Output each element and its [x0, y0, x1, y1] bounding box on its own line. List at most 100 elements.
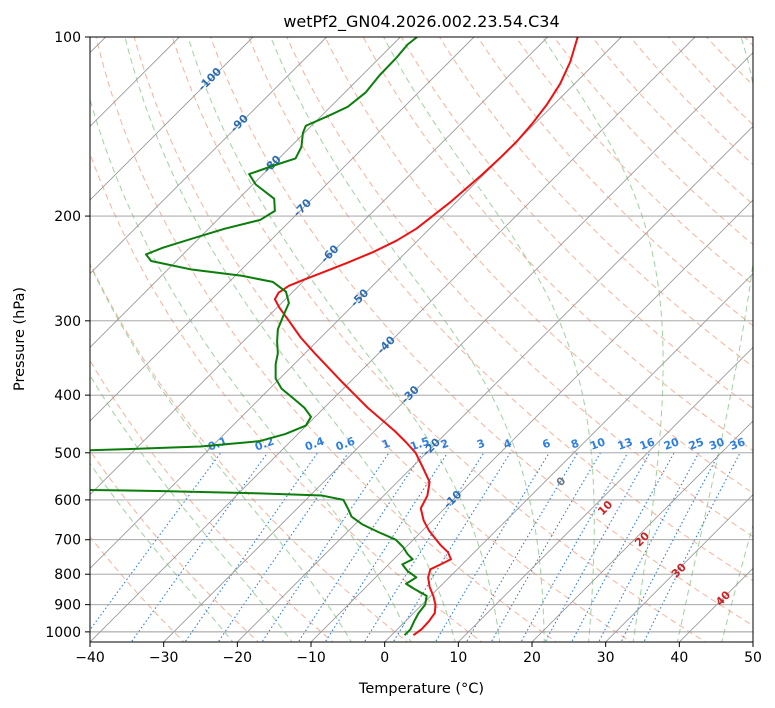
- mixing-ratio-label: 25: [687, 435, 706, 452]
- y-tick-label: 400: [54, 388, 81, 404]
- x-tick-label: −40: [75, 650, 105, 666]
- moist-adiabat: [187, 37, 501, 642]
- isotherm-gridline: [752, 641, 753, 642]
- dry-adiabat: [400, 37, 753, 409]
- isotherm-gridline: [679, 567, 753, 642]
- mixing-ratio-line: [297, 452, 424, 642]
- mixing-ratio-line: [184, 452, 319, 642]
- mixing-ratio-line: [544, 452, 651, 642]
- moist-adiabat: [90, 374, 293, 642]
- dry-adiabat: [591, 37, 753, 206]
- dry-adiabat: [95, 37, 558, 642]
- mixing-ratio-label: 0.6: [334, 435, 357, 454]
- y-tick-label: 900: [54, 598, 81, 614]
- dry-adiabat: [553, 37, 753, 246]
- isotherm-gridline: [310, 199, 753, 642]
- mixing-ratio-line: [363, 452, 485, 642]
- mixing-ratio-label: 0.2: [253, 435, 276, 454]
- mixing-ratio-line: [90, 452, 222, 631]
- dry-adiabat: [133, 37, 632, 642]
- y-axis-label: Pressure (hPa): [12, 287, 28, 391]
- x-tick-label: −10: [296, 650, 326, 666]
- y-tick-label: 1000: [45, 625, 81, 641]
- x-axis-label: Temperature (°C): [358, 681, 484, 697]
- y-tick-label: 300: [54, 314, 81, 330]
- y-tick-label: 200: [54, 209, 81, 225]
- dry-adiabat: [90, 359, 334, 642]
- mixing-ratio-label: 20: [662, 435, 681, 453]
- isotherm-label: -10: [441, 488, 464, 511]
- temperature-profile: [273, 37, 579, 637]
- isotherm-label: -90: [228, 112, 251, 135]
- isotherm-gridline: [605, 494, 753, 642]
- mixing-ratio-line: [434, 452, 550, 642]
- wetbulb-label: 30: [669, 560, 689, 580]
- dry-adiabat: [248, 37, 753, 582]
- mixing-ratio-label: 13: [616, 435, 635, 452]
- mixing-ratio-label: 30: [707, 435, 726, 453]
- dry-adiabat: [667, 37, 753, 126]
- dry-adiabat: [438, 37, 753, 368]
- isotherm-gridline: [90, 37, 622, 569]
- dry-adiabat: [770, 24, 775, 645]
- dry-adiabat: [476, 37, 753, 327]
- axis-ticks: −40 −30 −20 −10 0 10 20 30 40 5010009008007006005…: [45, 30, 762, 666]
- dry-adiabat: [90, 449, 260, 642]
- moist-adiabat: [90, 263, 352, 642]
- wetbulb-label: 10: [595, 498, 615, 518]
- wetbulb-label: 0: [554, 474, 569, 489]
- mixing-ratio-line: [598, 452, 700, 642]
- x-tick-label: −30: [149, 650, 179, 666]
- isotherm-gridline: [90, 37, 327, 275]
- mixing-ratio-line: [261, 452, 390, 642]
- mixing-ratio-line: [324, 452, 449, 642]
- moist-adiabat: [124, 37, 456, 642]
- isotherm-gridline: [90, 37, 696, 642]
- mixing-ratio-label: 8: [569, 437, 581, 452]
- plot-frame: [89, 36, 754, 643]
- isotherm-gridline: [531, 420, 753, 642]
- mixing-ratio-label: 36: [728, 435, 747, 453]
- dry-adiabat: [171, 37, 707, 642]
- dry-adiabat: [209, 37, 753, 627]
- isotherm-label: -100: [196, 65, 225, 94]
- moist-adiabat: [721, 523, 753, 642]
- moist-adiabat: [676, 37, 753, 642]
- y-tick-label: 700: [54, 533, 81, 549]
- x-tick-label: 30: [597, 650, 615, 666]
- mixing-ratio-line: [571, 452, 675, 642]
- mixing-ratio-label: 1.5: [408, 435, 431, 454]
- dry-adiabat: [90, 152, 483, 642]
- dry-adiabat: [362, 37, 753, 452]
- dry-adiabat: [744, 37, 753, 47]
- isotherm-gridline: [458, 346, 753, 642]
- x-tick-label: 20: [523, 650, 541, 666]
- mixing-ratio-label: 16: [638, 435, 657, 453]
- isotherm-gridline: [90, 37, 401, 348]
- x-tick-label: 0: [380, 650, 389, 666]
- chart-title: wetPf2_GN04.2026.002.23.54.C34: [283, 12, 559, 32]
- mixing-ratio-label: 3: [475, 437, 487, 452]
- dry-adiabat: [324, 37, 753, 494]
- y-tick-label: 100: [54, 30, 81, 46]
- dry-adiabat: [286, 37, 753, 538]
- mixing-ratio-line: [643, 452, 741, 642]
- isotherm-gridline: [237, 125, 753, 642]
- y-tick-label: 500: [54, 446, 81, 462]
- dry-adiabat: [705, 37, 753, 86]
- isotherm-gridline: [90, 37, 548, 496]
- isotherm-gridline: [163, 52, 753, 642]
- dewpoint-profile: [90, 37, 428, 636]
- moist-adiabat: [383, 37, 595, 642]
- x-tick-label: −20: [223, 650, 253, 666]
- dry-adiabat: [90, 262, 409, 642]
- x-tick-label: 40: [670, 650, 688, 666]
- x-tick-label: 50: [744, 650, 762, 666]
- isotherm-label: -50: [348, 286, 371, 309]
- moist-adiabat: [542, 37, 664, 642]
- mixing-ratio-label: 1: [380, 437, 392, 452]
- mixing-ratio-line: [217, 452, 349, 642]
- mixing-ratio-label: 0.4: [303, 435, 326, 454]
- y-tick-label: 600: [54, 493, 81, 509]
